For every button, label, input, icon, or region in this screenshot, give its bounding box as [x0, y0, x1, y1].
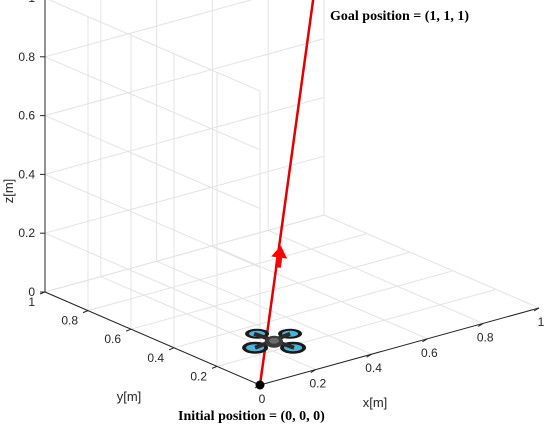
x-tick-mark	[366, 353, 372, 358]
z-tick-label: 0.6	[18, 109, 35, 123]
direction-arrow	[271, 245, 288, 268]
z-tick-label: 0	[28, 285, 35, 299]
wall-grid-line	[44, 232, 261, 327]
tick-labels: 00.20.40.60.810.20.40.60.8100.20.40.60.8…	[18, 0, 544, 406]
drone-body	[253, 331, 295, 350]
y-tick-label: 0.6	[104, 332, 121, 346]
wall-grid-line	[44, 115, 261, 210]
floor-grid-line	[216, 288, 497, 367]
wall-grid-line	[44, 155, 325, 234]
x-tick-label: 0.4	[365, 361, 382, 375]
floor-grid-line	[130, 251, 411, 330]
x-axis-line	[259, 307, 540, 386]
floor-grid-line	[100, 276, 316, 371]
wall-grid-line	[48, 0, 261, 92]
z-axis-label: z[m]	[1, 179, 16, 204]
wall-grid-line	[44, 96, 325, 175]
y-tick-label: 0.2	[190, 369, 207, 383]
y-tick-mark	[125, 328, 132, 332]
z-tick-label: 0.2	[18, 226, 35, 240]
x-axis-label: x[m]	[363, 395, 388, 410]
y-tick-mark	[211, 365, 218, 369]
initial-position-marker	[255, 380, 265, 390]
grid-lines	[44, 0, 540, 386]
y-axis-line	[44, 291, 261, 386]
wall-grid-line	[44, 0, 253, 58]
y-tick-label: 0.4	[147, 351, 164, 365]
initial-position-label: Initial position = (0, 0, 0)	[178, 409, 325, 424]
wall-grid-line	[44, 56, 261, 151]
axes-lines	[39, 0, 540, 389]
z-tick-label: 0.4	[18, 167, 35, 181]
wall-grid-line	[44, 214, 325, 293]
y-tick-label: 0.8	[61, 314, 78, 328]
quadcopter-drone-icon	[242, 328, 307, 354]
trajectory-line	[258, 0, 315, 386]
x-tick-label: 0.8	[477, 330, 494, 344]
z-tick-label: 0.8	[18, 50, 35, 64]
floor-grid-line	[173, 270, 454, 349]
floor-grid-line	[323, 214, 540, 309]
x-tick-label: 1	[538, 315, 545, 329]
goal-position-label: Goal position = (1, 1, 1)	[330, 9, 469, 24]
y-tick-label: 1	[28, 295, 35, 309]
floor-grid-line	[212, 245, 428, 340]
y-tick-mark	[82, 310, 89, 314]
x-tick-mark	[422, 338, 428, 343]
floor-grid-line	[156, 260, 372, 355]
z-tick-label: 1	[28, 0, 35, 5]
x-tick-label: 0	[259, 392, 266, 406]
floor-grid-line	[87, 233, 368, 312]
floor-grid-line	[268, 229, 484, 324]
y-axis-label: y[m]	[117, 389, 142, 404]
x-tick-mark	[310, 369, 317, 374]
x-tick-mark	[477, 322, 484, 327]
x-tick-label: 0.6	[421, 346, 438, 360]
wall-grid-line	[44, 173, 261, 268]
x-tick-label: 0.2	[309, 377, 326, 391]
trajectory-series	[258, 0, 315, 386]
y-tick-mark	[168, 347, 175, 351]
x-tick-mark	[533, 307, 540, 312]
wall-grid-line	[44, 38, 325, 117]
